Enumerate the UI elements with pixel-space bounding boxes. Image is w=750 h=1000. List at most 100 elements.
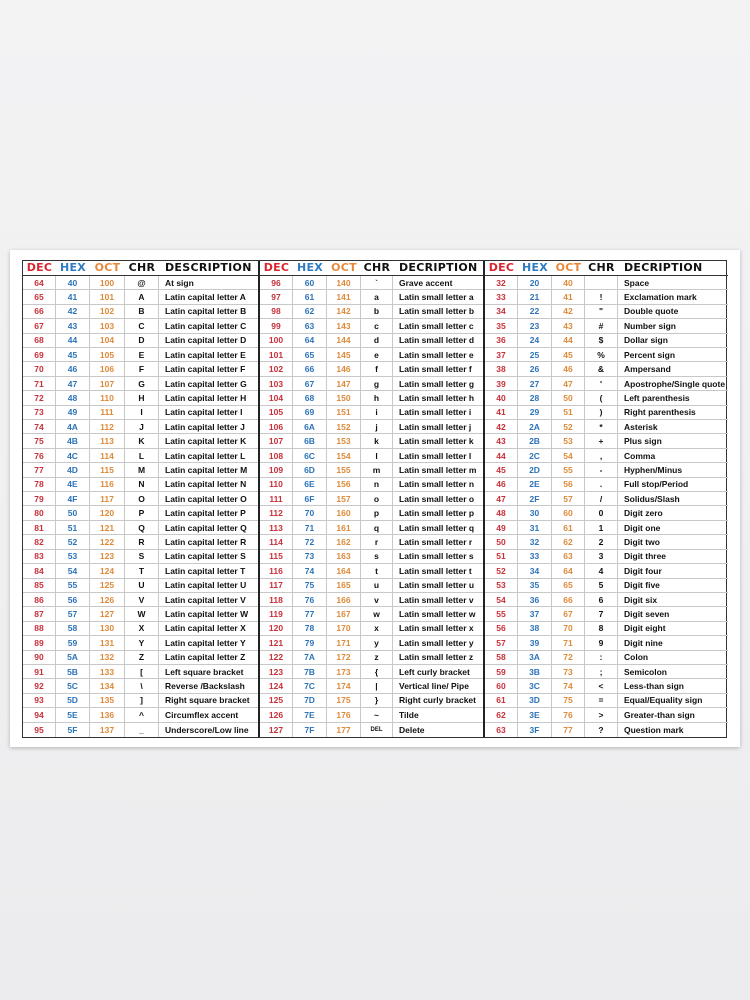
cell-hex: 61 — [293, 290, 327, 304]
cell-hex: 69 — [293, 405, 327, 420]
cell-desc: Exclamation mark — [624, 292, 697, 303]
cell-oct: 67 — [552, 607, 585, 621]
cell-chr: $ — [585, 333, 618, 347]
cell-oct: 50 — [552, 391, 585, 405]
cell-oct: 112 — [90, 420, 125, 434]
cell-dec: 96 — [260, 275, 293, 290]
cell-oct: 53 — [552, 434, 585, 448]
cell-chr: Z — [125, 650, 159, 664]
cell-desc: Left square bracket — [165, 666, 244, 677]
cell-oct: 45 — [552, 348, 585, 362]
cell-desc: Digit zero — [624, 508, 663, 519]
table-row: 122 7A 172 z Latin small letter z — [260, 650, 483, 665]
cell-dec: 47 — [485, 492, 518, 506]
cell-chr: m — [361, 463, 393, 477]
table-row: 109 6D 155 m Latin small letter m — [260, 463, 483, 478]
cell-hex: 70 — [293, 506, 327, 520]
cell-hex: 75 — [293, 578, 327, 592]
cell-dec: 112 — [260, 506, 293, 520]
cell-chr: \ — [125, 679, 159, 693]
cell-chr — [585, 275, 618, 290]
cell-oct: 160 — [327, 506, 361, 520]
cell-dec: 73 — [23, 405, 56, 420]
table-row: 83 53 123 S Latin capital letter S — [23, 549, 258, 565]
table-row: 72 48 110 H Latin capital letter H — [23, 391, 258, 406]
cell-desc: Digit one — [624, 522, 661, 533]
cell-oct: 146 — [327, 362, 361, 376]
cell-oct: 172 — [327, 650, 361, 664]
header-row: DEC HEX OCT CHR DECRIPTION — [485, 261, 728, 276]
header-dec: DEC — [488, 261, 515, 275]
table-row: 65 41 101 A Latin capital letter A — [23, 290, 258, 305]
cell-chr: ? — [585, 722, 618, 737]
cell-desc: Digit three — [624, 551, 667, 562]
cell-dec: 53 — [485, 578, 518, 592]
cell-oct: 116 — [90, 477, 125, 492]
header-hex: HEX — [296, 261, 324, 275]
cell-dec: 125 — [260, 693, 293, 708]
cell-oct: 171 — [327, 636, 361, 650]
cell-chr: DEL — [361, 722, 393, 737]
cell-oct: 132 — [90, 650, 125, 664]
cell-desc: Latin small letter e — [399, 349, 474, 360]
cell-chr: d — [361, 333, 393, 347]
cell-dec: 93 — [23, 693, 56, 708]
cell-chr: M — [125, 463, 159, 477]
cell-desc: Latin small letter b — [399, 306, 475, 317]
cell-desc: Latin small letter z — [399, 652, 474, 663]
table-row: 86 56 126 V Latin capital letter V — [23, 592, 258, 608]
cell-desc: Latin small letter i — [399, 407, 472, 418]
table-row: 52 34 64 4 Digit four — [485, 564, 728, 579]
cell-oct: 131 — [90, 636, 125, 650]
cell-desc: Latin small letter k — [399, 436, 474, 447]
cell-dec: 33 — [485, 290, 518, 304]
cell-chr: K — [125, 434, 159, 448]
cell-dec: 44 — [485, 448, 518, 463]
cell-dec: 50 — [485, 535, 518, 549]
cell-chr: : — [585, 650, 618, 664]
cell-chr: b — [361, 304, 393, 319]
cell-chr: , — [585, 448, 618, 463]
cell-chr: i — [361, 405, 393, 420]
cell-chr: 3 — [585, 549, 618, 564]
cell-desc: Plus sign — [624, 436, 662, 447]
cell-desc: Digit six — [624, 594, 658, 605]
cell-dec: 126 — [260, 708, 293, 722]
cell-hex: 67 — [293, 376, 327, 391]
cell-hex: 5B — [56, 664, 90, 679]
table-row: 98 62 142 b Latin small letter b — [260, 304, 483, 320]
cell-dec: 77 — [23, 463, 56, 477]
cell-desc: Latin capital letter K — [165, 436, 247, 447]
cell-oct: 156 — [327, 477, 361, 492]
table-row: 64 40 100 @ At sign — [23, 275, 258, 291]
cell-desc: Apostrophe/Single quote — [624, 378, 726, 389]
cell-hex: 57 — [56, 607, 90, 621]
cell-chr: T — [125, 564, 159, 578]
cell-dec: 89 — [23, 636, 56, 650]
cell-chr: u — [361, 578, 393, 592]
cell-dec: 99 — [260, 319, 293, 333]
cell-dec: 60 — [485, 679, 518, 693]
table-section-2: DEC HEX OCT CHR DECRIPTION 96 60 140 ` Grave acce… — [258, 261, 483, 737]
cell-chr: + — [585, 434, 618, 448]
cell-hex: 6B — [293, 434, 327, 448]
table-row: 94 5E 136 ^ Circumflex accent — [23, 708, 258, 723]
cell-hex: 2E — [518, 477, 552, 492]
table-row: 95 5F 137 _ Underscore/Low line — [23, 722, 258, 737]
cell-hex: 76 — [293, 592, 327, 607]
cell-oct: 120 — [90, 506, 125, 520]
cell-hex: 43 — [56, 319, 90, 333]
table-row: 66 42 102 B Latin capital letter B — [23, 304, 258, 320]
cell-hex: 4C — [56, 448, 90, 463]
cell-oct: 133 — [90, 664, 125, 679]
cell-hex: 72 — [293, 535, 327, 549]
cell-dec: 92 — [23, 679, 56, 693]
cell-desc: Latin capital letter J — [165, 421, 245, 432]
cell-hex: 3E — [518, 708, 552, 722]
cell-chr: Q — [125, 520, 159, 535]
cell-dec: 100 — [260, 333, 293, 347]
cell-oct: 127 — [90, 607, 125, 621]
cell-chr: 8 — [585, 621, 618, 636]
cell-hex: 4E — [56, 477, 90, 492]
cell-hex: 45 — [56, 348, 90, 362]
